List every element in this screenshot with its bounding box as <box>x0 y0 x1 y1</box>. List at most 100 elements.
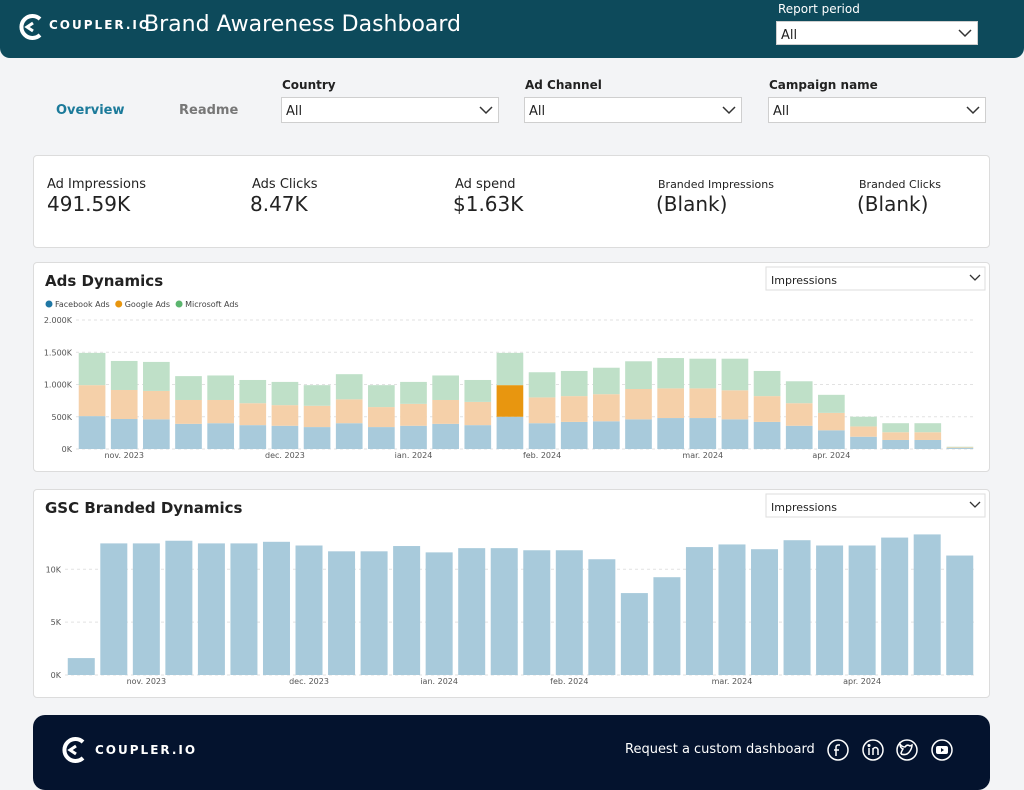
filter-label: Campaign name <box>769 78 878 92</box>
legend-dot <box>175 300 183 308</box>
bar <box>425 552 453 675</box>
bar-segment <box>175 399 202 424</box>
y-tick-label: 0K <box>51 671 62 680</box>
bar-segment <box>78 352 106 386</box>
kpi-label: Branded Clicks <box>859 178 941 191</box>
x-tick-label: feb. 2024 <box>550 677 588 686</box>
bar-segment <box>368 407 395 428</box>
bar-segment <box>689 358 717 389</box>
bar-segment <box>335 374 363 400</box>
bar <box>393 546 421 675</box>
request-link[interactable]: Request a custom dashboard <box>625 742 815 757</box>
bar <box>751 549 779 675</box>
tab-overview[interactable]: Overview <box>56 103 125 118</box>
bar-segment <box>625 389 652 420</box>
bar <box>197 543 225 675</box>
metric-value: Impressions <box>771 501 837 514</box>
bar-segment <box>207 375 234 400</box>
kpi-card: Ad Impressions 491.59K Ads Clicks 8.47K Ad s… <box>33 155 990 248</box>
metric-dropdown[interactable] <box>765 266 986 291</box>
chart-title: Ads Dynamics <box>45 272 163 290</box>
social-icons <box>827 739 953 761</box>
kpi-label: Ad spend <box>455 177 516 192</box>
bar-segment <box>753 370 781 397</box>
y-tick-label: 0K <box>62 445 73 454</box>
legend-label: Google Ads <box>125 300 170 309</box>
bar-segment <box>528 397 556 424</box>
bar-segment <box>785 425 813 449</box>
twitter-icon[interactable] <box>896 739 918 761</box>
bar-segment <box>657 358 684 389</box>
bar-segment <box>432 423 459 449</box>
kpi-label: Ad Impressions <box>47 177 146 192</box>
filter-dropdown[interactable]: All <box>768 97 986 123</box>
bar <box>783 540 811 675</box>
tab-readme[interactable]: Readme <box>179 103 239 118</box>
bar-segment <box>946 447 974 449</box>
bar-segment <box>239 403 267 426</box>
bar <box>588 559 616 675</box>
bar <box>100 543 128 675</box>
youtube-icon[interactable] <box>931 739 953 761</box>
chevron <box>958 29 972 38</box>
dropdown-value: All <box>781 28 798 43</box>
facebook-icon[interactable] <box>827 739 849 761</box>
bar <box>620 593 648 675</box>
bar-segment <box>239 379 267 404</box>
page-title: Brand Awareness Dashboard <box>144 12 462 37</box>
logo-icon <box>62 737 85 763</box>
filter-dropdown[interactable]: All <box>524 97 742 123</box>
bar-segment <box>818 412 845 431</box>
bar-segment <box>432 375 459 400</box>
logo-icon <box>19 14 42 40</box>
bar-segment <box>657 388 684 419</box>
bar <box>718 544 746 675</box>
bar-segment <box>657 418 684 449</box>
bar <box>132 543 160 675</box>
report-period-label: Report period <box>778 2 860 16</box>
bar-segment <box>721 358 749 391</box>
bar-segment <box>303 385 331 406</box>
bar-segment <box>400 403 427 426</box>
bar-segment <box>593 367 620 395</box>
bar <box>230 543 258 675</box>
filter-label: Country <box>282 78 336 92</box>
bar-segment <box>464 379 492 402</box>
bar-segment <box>625 419 652 449</box>
report-period-dropdown[interactable]: All <box>776 21 978 45</box>
bar-segment <box>528 423 556 449</box>
kpi-value: $1.63K <box>453 192 524 216</box>
kpi-label: Ads Clicks <box>252 177 318 192</box>
x-tick-label: mar. 2024 <box>712 677 753 686</box>
y-tick-label: 500K <box>51 413 72 422</box>
bar-segment <box>625 361 652 390</box>
y-tick-label: 1.000K <box>44 381 73 390</box>
bar-segment <box>882 439 909 449</box>
linkedin-icon[interactable] <box>862 739 884 761</box>
bar-segment <box>593 421 620 449</box>
bar-segment <box>560 421 588 449</box>
bar-segment <box>818 430 845 449</box>
bar-segment <box>143 361 170 391</box>
bar-segment <box>882 432 909 440</box>
filter-label: Ad Channel <box>525 78 602 92</box>
bar-segment <box>528 372 556 398</box>
x-tick-label: apr. 2024 <box>812 451 850 460</box>
y-tick-label: 1.500K <box>44 348 73 357</box>
filter-dropdown[interactable]: All <box>281 97 499 123</box>
bar-segment <box>271 425 299 449</box>
bar <box>816 545 844 675</box>
chevron <box>969 501 981 508</box>
chevron <box>722 106 736 115</box>
bar <box>295 545 323 675</box>
metric-dropdown[interactable] <box>765 493 986 518</box>
bar-segment <box>207 423 234 449</box>
legend-label: Facebook Ads <box>55 300 110 309</box>
bar <box>360 551 388 675</box>
kpi-label: Branded Impressions <box>658 178 774 191</box>
legend-dot <box>45 300 53 308</box>
bar-segment <box>593 394 620 422</box>
chart-title: GSC Branded Dynamics <box>45 499 243 517</box>
bar-segment <box>110 389 138 420</box>
